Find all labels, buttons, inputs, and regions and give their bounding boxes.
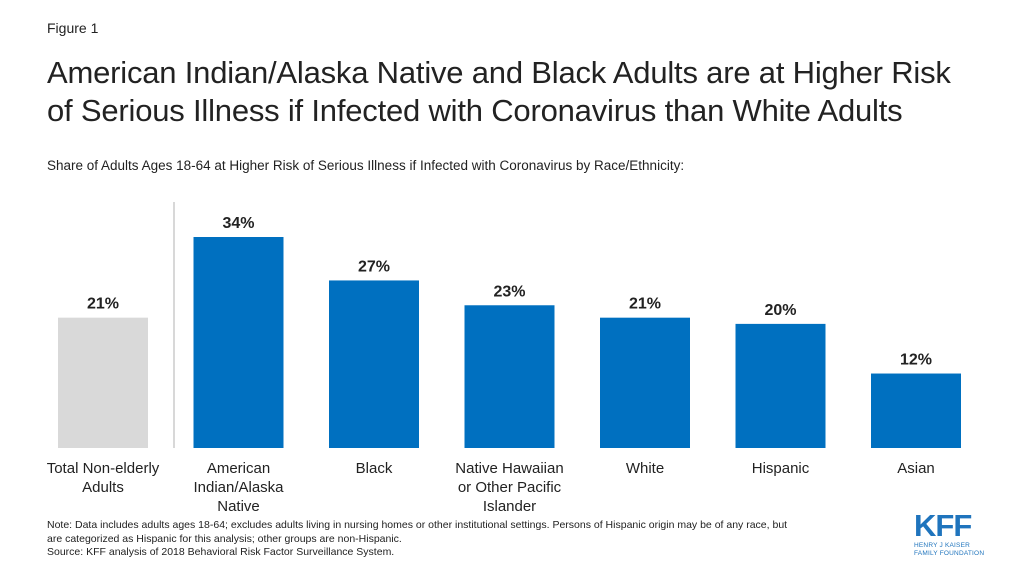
title-line-2: of Serious Illness if Infected with Coro… <box>47 93 903 128</box>
bar-4 <box>600 317 690 448</box>
bar-chart: 21% 34% 27% 23% 21% 20% 12% Total Non-elderly A… <box>47 202 961 515</box>
chart-subtitle: Share of Adults Ages 18-64 at Higher Ris… <box>47 158 685 173</box>
category-label-3-line-0: Native Hawaiian <box>455 460 563 477</box>
category-label-1-line-0: American <box>207 460 270 477</box>
note-line-1: Note: Data includes adults ages 18-64; e… <box>47 519 788 531</box>
bar-6 <box>871 373 961 448</box>
bar-2 <box>329 280 419 448</box>
title-line-1: American Indian/Alaska Native and Black … <box>47 55 951 90</box>
value-label-6: 12% <box>900 352 932 369</box>
value-label-1: 34% <box>222 215 254 232</box>
category-labels-group: Total Non-elderly Adults American Indian/Al… <box>47 460 935 515</box>
value-labels-group: 21% 34% 27% 23% 21% 20% 12% <box>87 215 932 369</box>
kff-logo-line-2: FAMILY FOUNDATION <box>914 550 985 557</box>
bar-3 <box>464 305 555 448</box>
value-label-5: 20% <box>764 302 796 319</box>
category-label-3-line-1: or Other Pacific <box>458 479 562 496</box>
kff-logo-line-1: HENRY J KAISER <box>914 542 971 549</box>
category-label-2-line-0: Black <box>356 460 393 477</box>
kff-logo-mark: KFF <box>914 508 972 543</box>
figure-label: Figure 1 <box>47 20 99 36</box>
category-label-1: American Indian/Alaska Native <box>193 460 284 515</box>
category-label-4: White <box>626 460 664 477</box>
category-label-0-line-0: Total Non-elderly <box>47 460 160 477</box>
kff-logo: KFF HENRY J KAISER FAMILY FOUNDATION <box>914 510 992 558</box>
value-label-0: 21% <box>87 296 119 313</box>
bars-group <box>58 237 961 448</box>
category-label-6-line-0: Asian <box>897 460 935 477</box>
note-line-2: are categorized as Hispanic for this ana… <box>47 532 402 545</box>
category-label-2: Black <box>356 460 393 477</box>
category-label-1-line-1: Indian/Alaska <box>193 479 284 496</box>
category-label-0: Total Non-elderly Adults <box>47 460 160 496</box>
category-label-5-line-0: Hispanic <box>752 460 810 477</box>
bar-5 <box>735 323 826 448</box>
kff-logo-subtitle: HENRY J KAISER FAMILY FOUNDATION <box>914 542 992 558</box>
value-label-2: 27% <box>358 258 390 275</box>
bar-0 <box>58 317 148 448</box>
category-label-0-line-1: Adults <box>82 479 124 496</box>
bar-1 <box>193 237 284 448</box>
category-label-3-line-2: Islander <box>483 498 536 515</box>
source-line: Source: KFF analysis of 2018 Behavioral … <box>47 546 395 558</box>
value-label-3: 23% <box>493 283 525 300</box>
category-label-4-line-0: White <box>626 460 664 477</box>
chart-title: American Indian/Alaska Native and Black … <box>47 54 1007 130</box>
category-label-3: Native Hawaiian or Other Pacific Islander <box>455 460 563 515</box>
value-label-4: 21% <box>629 296 661 313</box>
category-label-5: Hispanic <box>752 460 810 477</box>
category-label-6: Asian <box>897 460 935 477</box>
category-label-1-line-2: Native <box>217 498 260 515</box>
notes: Note: Data includes adults ages 18-64; e… <box>47 519 907 560</box>
